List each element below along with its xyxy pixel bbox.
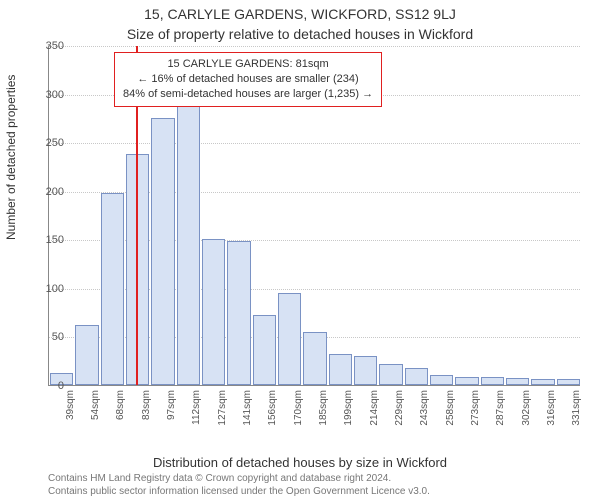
annotation-line: 15 CARLYLE GARDENS: 81sqm — [123, 57, 373, 72]
y-tick-label: 50 — [36, 331, 64, 343]
y-tick-label: 350 — [36, 40, 64, 52]
histogram-bar — [329, 354, 352, 385]
gridline — [49, 46, 580, 47]
histogram-bar — [177, 103, 200, 385]
x-tick-label: 68sqm — [115, 390, 126, 450]
y-tick-label: 250 — [36, 137, 64, 149]
y-tick-label: 200 — [36, 186, 64, 198]
x-tick-label: 39sqm — [65, 390, 76, 450]
x-tick-label: 112sqm — [191, 390, 202, 450]
x-tick-label: 243sqm — [419, 390, 430, 450]
footer: Contains HM Land Registry data © Crown c… — [48, 473, 430, 498]
histogram-bar — [354, 356, 377, 385]
histogram-bar — [303, 332, 326, 385]
x-tick-label: 127sqm — [217, 390, 228, 450]
histogram-bar — [75, 325, 98, 385]
x-axis-label: Distribution of detached houses by size … — [0, 455, 600, 470]
y-tick-label: 0 — [36, 380, 64, 392]
footer-line: Contains HM Land Registry data © Crown c… — [48, 473, 430, 486]
x-tick-label: 316sqm — [546, 390, 557, 450]
x-tick-label: 331sqm — [571, 390, 582, 450]
x-tick-label: 97sqm — [166, 390, 177, 450]
page-title: 15, CARLYLE GARDENS, WICKFORD, SS12 9LJ — [0, 6, 600, 22]
footer-line: Contains public sector information licen… — [48, 486, 430, 499]
histogram-bar — [455, 377, 478, 385]
x-tick-label: 229sqm — [394, 390, 405, 450]
y-tick-label: 300 — [36, 89, 64, 101]
x-tick-label: 54sqm — [90, 390, 101, 450]
annotation-box: 15 CARLYLE GARDENS: 81sqm← 16% of detach… — [114, 52, 382, 107]
y-axis-label: Number of detached properties — [4, 75, 18, 240]
x-tick-label: 287sqm — [495, 390, 506, 450]
histogram-bar — [430, 375, 453, 385]
y-tick-label: 150 — [36, 234, 64, 246]
histogram-bar — [278, 293, 301, 385]
x-tick-label: 185sqm — [318, 390, 329, 450]
histogram-bar — [557, 379, 580, 385]
x-tick-label: 156sqm — [267, 390, 278, 450]
annotation-line: ← 16% of detached houses are smaller (23… — [123, 72, 373, 87]
annotation-line: 84% of semi-detached houses are larger (… — [123, 87, 373, 102]
chart-container: 15, CARLYLE GARDENS, WICKFORD, SS12 9LJ … — [0, 0, 600, 500]
histogram-bar — [379, 364, 402, 385]
histogram-bar — [531, 379, 554, 385]
y-tick-label: 100 — [36, 283, 64, 295]
x-tick-label: 170sqm — [293, 390, 304, 450]
histogram-bar — [202, 239, 225, 385]
histogram-bar — [405, 368, 428, 385]
histogram-bar — [253, 315, 276, 385]
histogram-bar — [151, 118, 174, 385]
x-tick-label: 199sqm — [343, 390, 354, 450]
x-tick-label: 214sqm — [369, 390, 380, 450]
x-tick-label: 258sqm — [445, 390, 456, 450]
histogram-bar — [101, 193, 124, 385]
histogram-bar — [227, 241, 250, 385]
gridline — [49, 143, 580, 144]
plot-area: 15 CARLYLE GARDENS: 81sqm← 16% of detach… — [48, 46, 580, 386]
x-tick-label: 302sqm — [521, 390, 532, 450]
histogram-bar — [481, 377, 504, 385]
x-tick-label: 273sqm — [470, 390, 481, 450]
chart-subtitle: Size of property relative to detached ho… — [0, 26, 600, 42]
x-tick-label: 141sqm — [242, 390, 253, 450]
histogram-bar — [506, 378, 529, 385]
x-tick-label: 83sqm — [141, 390, 152, 450]
